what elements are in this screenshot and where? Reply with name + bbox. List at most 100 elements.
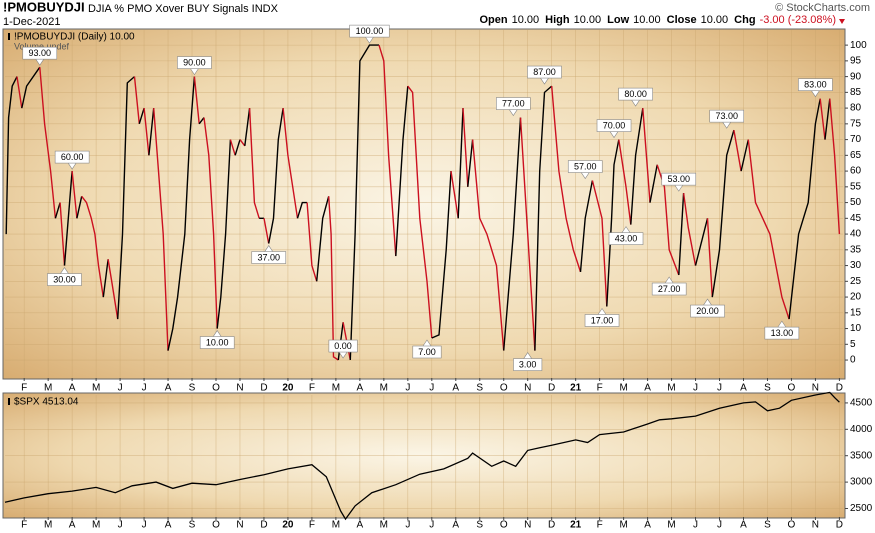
x-tick-label: M xyxy=(332,383,340,394)
annotation-pointer xyxy=(722,121,731,129)
annotation-box xyxy=(764,326,800,340)
annotation-pointer xyxy=(422,339,432,347)
x-tick-label: D xyxy=(260,520,267,531)
x-tick-label: M xyxy=(667,520,675,531)
y-tick-label: 15 xyxy=(850,307,862,318)
annotation-box xyxy=(690,304,725,318)
symbol: !PMOBUYDJI xyxy=(3,0,85,14)
line-segment xyxy=(143,108,150,156)
date: 1-Dec-2021 xyxy=(3,16,60,28)
annotation-pointer xyxy=(190,68,199,76)
annotation-pointer xyxy=(631,99,640,107)
line-segment xyxy=(248,108,260,219)
line-segment xyxy=(349,44,379,361)
down-arrow xyxy=(839,19,845,24)
quote-value: 10.00 xyxy=(512,14,540,26)
line-segment xyxy=(263,218,270,244)
x-tick-label: M xyxy=(619,383,627,394)
annotation-box xyxy=(328,339,358,353)
y-tick-label: 10 xyxy=(850,323,862,334)
x-tick-label: S xyxy=(764,383,771,394)
x-tick-label: S xyxy=(476,383,483,394)
line-segment xyxy=(63,171,73,266)
x-tick-label: F xyxy=(21,520,27,531)
annotation-pointer xyxy=(811,90,820,98)
annotation-label: 30.00 xyxy=(53,274,76,284)
line-segment xyxy=(462,108,469,187)
y-tick-label: 3000 xyxy=(850,477,873,488)
quote-label: High xyxy=(545,14,570,26)
x-tick-label: M xyxy=(92,383,100,394)
x-tick-label: A xyxy=(452,520,459,531)
line-segment xyxy=(678,193,685,276)
quote-label: Open xyxy=(480,14,508,26)
line-segment xyxy=(467,139,474,187)
annotation-pointer xyxy=(523,352,532,359)
annotation-pointer xyxy=(540,77,549,85)
y-tick-label: 90 xyxy=(850,71,862,82)
line-segment xyxy=(81,195,104,298)
annotation-label: 73.00 xyxy=(715,111,738,121)
line-segment xyxy=(138,107,145,125)
x-tick-label: J xyxy=(693,383,698,394)
y-tick-label: 35 xyxy=(850,244,862,255)
x-tick-label: M xyxy=(667,383,675,394)
y-tick-label: 50 xyxy=(850,197,862,208)
line-segment xyxy=(76,196,83,219)
x-tick-label: D xyxy=(836,520,843,531)
annotation-box xyxy=(412,345,442,359)
annotation-box xyxy=(349,24,390,38)
line-segment xyxy=(579,180,594,272)
x-tick-label: N xyxy=(812,520,819,531)
line-segment xyxy=(649,164,658,203)
annotation-box xyxy=(608,232,644,245)
quote-value: -3.00 (-23.08%) xyxy=(760,14,836,26)
y-tick-label: 30 xyxy=(850,260,862,271)
line-segment xyxy=(239,139,246,147)
line-segment xyxy=(148,108,155,156)
annotation-label: 90.00 xyxy=(183,57,206,67)
annotation-pointer xyxy=(35,58,45,66)
line-segment xyxy=(102,259,109,298)
annotation-label: 27.00 xyxy=(658,284,681,294)
legend-swatch xyxy=(8,398,10,405)
legend: $SPX 4513.04 xyxy=(14,397,79,408)
x-tick-label: A xyxy=(740,383,747,394)
x-tick-label: N xyxy=(236,520,243,531)
annotation-label: 43.00 xyxy=(615,234,638,244)
annotation-label: 77.00 xyxy=(502,98,525,108)
x-tick-label: M xyxy=(332,520,340,531)
y-tick-label: 95 xyxy=(850,56,862,67)
annotation-box xyxy=(513,358,543,371)
line-segment xyxy=(167,76,196,351)
annotation-label: 87.00 xyxy=(533,67,556,77)
x-tick-label: J xyxy=(405,383,410,394)
x-tick-label: D xyxy=(548,383,555,394)
x-tick-label: 21 xyxy=(570,383,582,394)
x-tick-label: A xyxy=(69,520,76,531)
x-tick-label: J xyxy=(429,383,434,394)
y-tick-label: 0 xyxy=(850,355,856,366)
line-segment xyxy=(407,85,433,339)
annotation-pointer xyxy=(664,276,674,284)
annotation-box xyxy=(199,336,235,349)
annotation-box xyxy=(47,273,82,286)
x-tick-label: A xyxy=(740,520,747,531)
y-tick-label: 5 xyxy=(850,339,856,350)
annotation-box xyxy=(709,109,745,123)
annotation-pointer xyxy=(264,244,273,252)
annotation-box xyxy=(798,78,833,91)
line-segment xyxy=(642,108,651,203)
line-segment xyxy=(306,202,318,282)
annotation-label: 20.00 xyxy=(696,306,719,316)
line-segment xyxy=(819,98,826,140)
annotation-label: 80.00 xyxy=(624,89,647,99)
x-tick-label: O xyxy=(212,383,220,394)
x-tick-label: J xyxy=(429,520,434,531)
annotation-pointer xyxy=(509,109,518,117)
x-tick-label: 20 xyxy=(282,383,294,394)
x-tick-label: N xyxy=(236,383,243,394)
line-segment xyxy=(378,44,397,257)
line-segment xyxy=(39,67,57,219)
